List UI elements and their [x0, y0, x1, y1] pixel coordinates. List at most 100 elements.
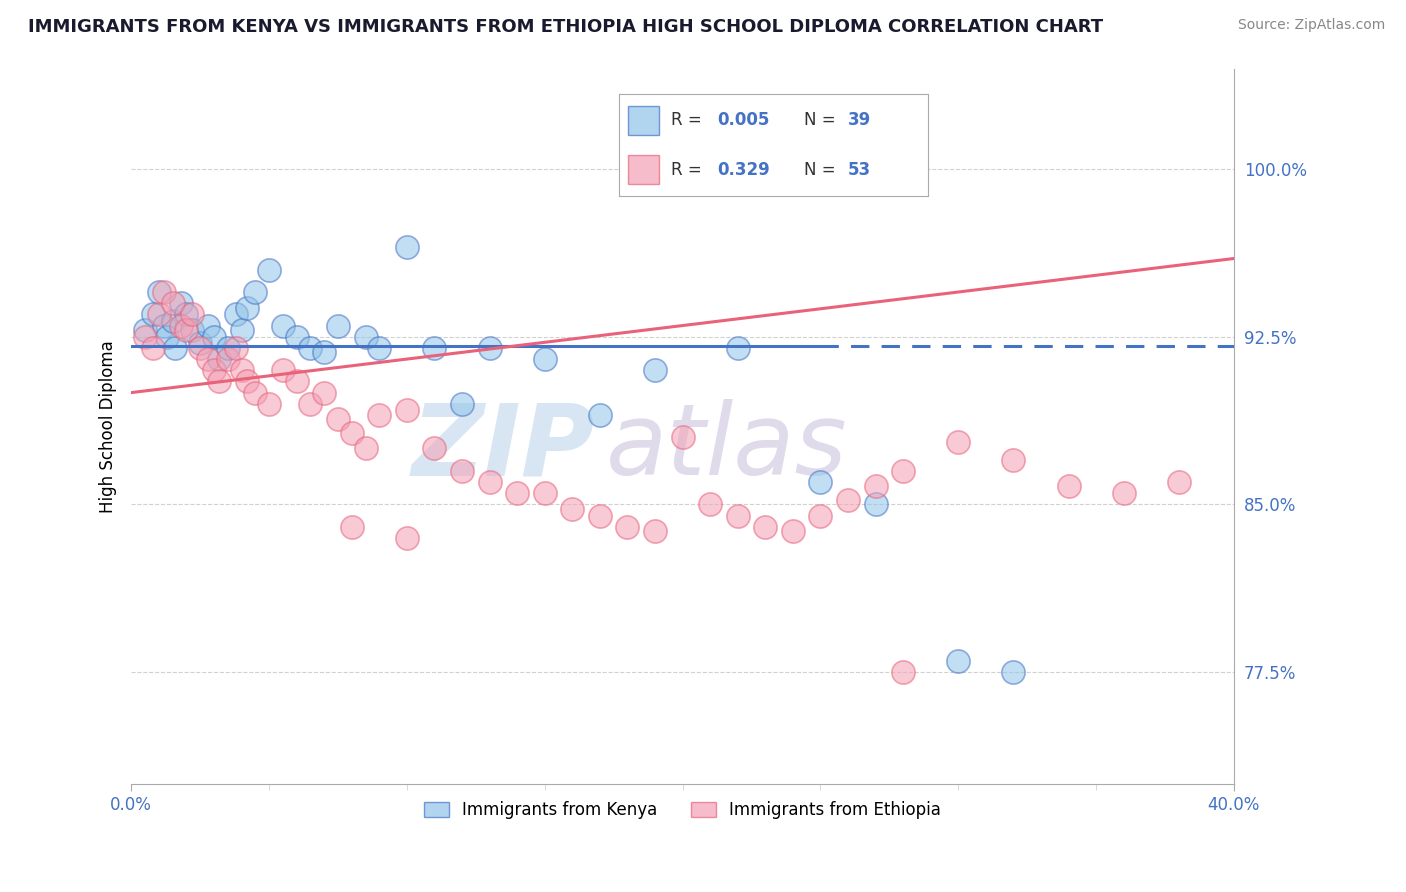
Point: [782, 524, 804, 538]
Point: [423, 341, 446, 355]
Point: [589, 508, 612, 523]
Point: [231, 323, 253, 337]
Point: [314, 385, 336, 400]
Point: [810, 475, 832, 489]
Point: [314, 345, 336, 359]
Point: [354, 442, 377, 456]
Point: [368, 341, 391, 355]
Point: [176, 323, 198, 337]
FancyBboxPatch shape: [628, 106, 659, 135]
Text: IMMIGRANTS FROM KENYA VS IMMIGRANTS FROM ETHIOPIA HIGH SCHOOL DIPLOMA CORRELATIO: IMMIGRANTS FROM KENYA VS IMMIGRANTS FROM…: [28, 18, 1104, 36]
Point: [1002, 452, 1025, 467]
Point: [188, 341, 211, 355]
Point: [236, 375, 259, 389]
Text: 53: 53: [848, 161, 870, 178]
Point: [1057, 479, 1080, 493]
Point: [754, 519, 776, 533]
Legend: Immigrants from Kenya, Immigrants from Ethiopia: Immigrants from Kenya, Immigrants from E…: [418, 794, 948, 825]
Point: [326, 318, 349, 333]
Point: [340, 519, 363, 533]
Point: [208, 375, 231, 389]
Point: [156, 329, 179, 343]
Text: N =: N =: [804, 161, 841, 178]
Point: [810, 508, 832, 523]
Point: [506, 486, 529, 500]
Point: [257, 397, 280, 411]
Text: R =: R =: [671, 161, 707, 178]
Point: [561, 501, 583, 516]
Point: [891, 464, 914, 478]
Text: 0.005: 0.005: [717, 112, 770, 129]
Y-axis label: High School Diploma: High School Diploma: [100, 340, 117, 513]
Point: [180, 307, 202, 321]
Point: [142, 307, 165, 321]
Point: [395, 240, 418, 254]
Text: ZIP: ZIP: [412, 399, 595, 496]
Point: [134, 323, 156, 337]
Point: [245, 385, 267, 400]
Point: [644, 524, 666, 538]
Point: [202, 363, 225, 377]
Point: [478, 341, 501, 355]
Point: [197, 352, 219, 367]
Point: [891, 665, 914, 679]
Point: [395, 403, 418, 417]
Point: [727, 508, 749, 523]
Point: [142, 341, 165, 355]
Point: [245, 285, 267, 299]
Point: [202, 329, 225, 343]
Point: [948, 434, 970, 449]
Point: [271, 363, 294, 377]
Point: [285, 375, 308, 389]
Text: R =: R =: [671, 112, 707, 129]
Point: [671, 430, 693, 444]
Point: [865, 479, 887, 493]
Point: [727, 341, 749, 355]
Point: [1002, 665, 1025, 679]
Point: [153, 318, 176, 333]
Point: [176, 307, 198, 321]
Point: [217, 352, 239, 367]
Text: Source: ZipAtlas.com: Source: ZipAtlas.com: [1237, 18, 1385, 32]
Point: [231, 363, 253, 377]
Point: [208, 352, 231, 367]
Point: [644, 363, 666, 377]
Point: [148, 307, 170, 321]
Point: [478, 475, 501, 489]
Point: [1112, 486, 1135, 500]
Point: [533, 352, 555, 367]
Point: [589, 408, 612, 422]
Point: [153, 285, 176, 299]
Point: [533, 486, 555, 500]
Point: [865, 497, 887, 511]
Point: [451, 397, 474, 411]
Point: [340, 425, 363, 440]
Point: [616, 519, 638, 533]
Point: [180, 323, 202, 337]
Point: [170, 318, 193, 333]
Point: [257, 262, 280, 277]
Point: [271, 318, 294, 333]
Point: [162, 314, 184, 328]
Point: [395, 531, 418, 545]
Point: [299, 397, 322, 411]
Point: [236, 301, 259, 315]
Point: [197, 318, 219, 333]
Point: [188, 336, 211, 351]
Point: [423, 442, 446, 456]
Point: [134, 329, 156, 343]
Point: [217, 341, 239, 355]
Text: atlas: atlas: [606, 399, 846, 496]
Point: [285, 329, 308, 343]
Point: [162, 296, 184, 310]
Point: [170, 296, 193, 310]
Point: [699, 497, 721, 511]
FancyBboxPatch shape: [628, 155, 659, 184]
Text: N =: N =: [804, 112, 841, 129]
Text: 39: 39: [848, 112, 870, 129]
Point: [326, 412, 349, 426]
Point: [165, 341, 187, 355]
Point: [148, 285, 170, 299]
Point: [225, 307, 247, 321]
Point: [225, 341, 247, 355]
